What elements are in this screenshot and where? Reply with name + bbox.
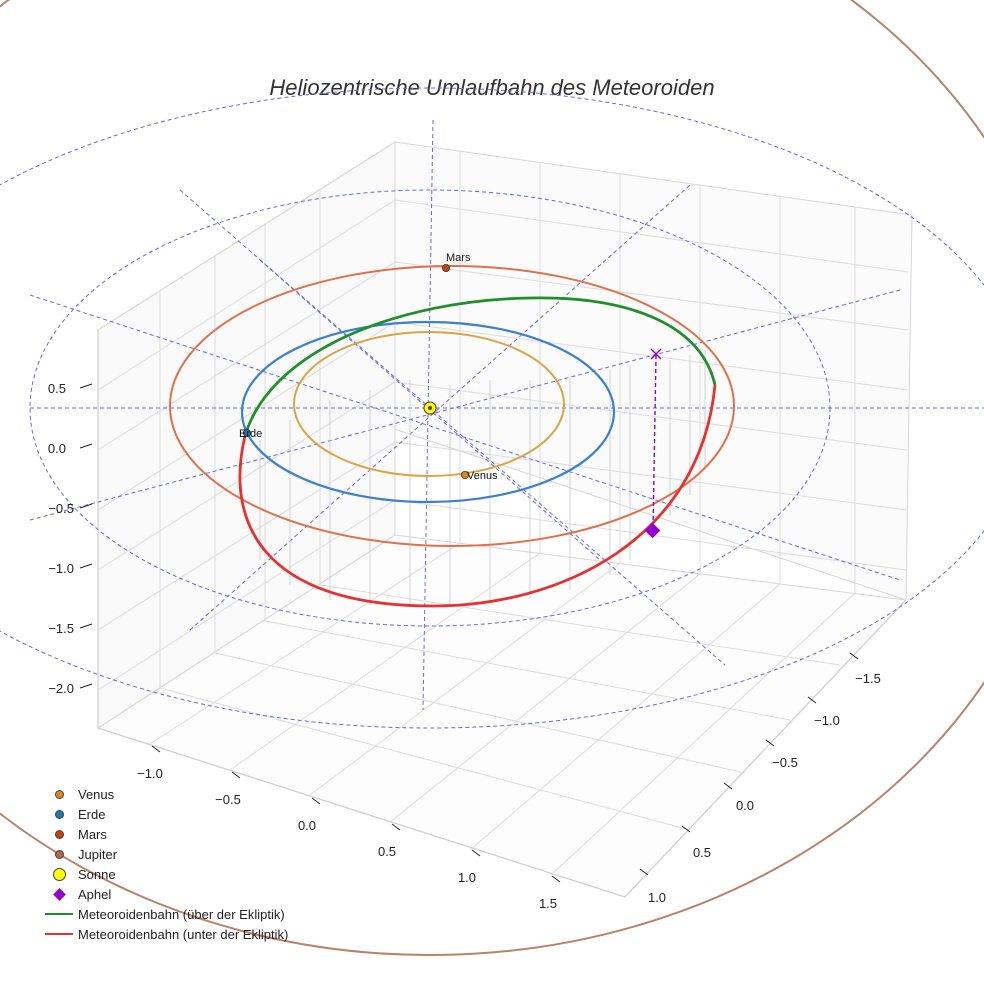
- legend-label: Meteoroidenbahn (über der Ekliptik): [78, 906, 285, 922]
- y-tick-label: 0.5: [693, 845, 711, 860]
- meteoroid-orbit-below: [238, 384, 717, 608]
- mars-marker: [441, 263, 450, 272]
- legend-label: Aphel: [78, 886, 112, 902]
- x-tick-label: 0.5: [378, 844, 396, 859]
- legend-label: Venus: [78, 786, 115, 802]
- y-tick-label: 0.0: [736, 798, 754, 813]
- mars-label: Mars: [446, 252, 471, 264]
- y-axis-labels: −1.5 −1.0 −0.5 0.0 0.5 1.0: [648, 671, 881, 905]
- z-axis-labels: 0.5 0.0 −0.5 −1.0 −1.5 −2.0: [48, 381, 74, 696]
- erde-label: Erde: [239, 428, 262, 440]
- legend-item-venus: Venus: [40, 784, 288, 804]
- legend-item-erde: Erde: [40, 804, 288, 824]
- sun-legend-dot: [52, 867, 66, 881]
- z-tick-label: −0.5: [48, 501, 74, 516]
- grid-lines: [97, 151, 909, 877]
- x-axis-ticks: [151, 745, 561, 883]
- z-tick-label: −1.0: [48, 561, 74, 576]
- orbit-below-legend-line: [45, 933, 73, 935]
- mars-legend-dot: [54, 829, 64, 839]
- chart-title: Heliozentrische Umlaufbahn des Meteoroid…: [269, 75, 714, 100]
- venus-orbit: [293, 331, 565, 477]
- legend-item-sonne: Sonne: [40, 864, 288, 884]
- legend-item-aphel: Aphel: [40, 884, 288, 904]
- aphel-projection-cross: [650, 348, 662, 360]
- orbit-above-legend-line: [45, 913, 73, 915]
- venus-label: Venus: [467, 470, 498, 482]
- legend-item-orbit-below: Meteoroidenbahn (unter der Ekliptik): [40, 924, 288, 944]
- erde-legend-dot: [54, 809, 64, 819]
- erde-marker: [242, 428, 251, 437]
- venus-legend-dot: [54, 789, 64, 799]
- aphel-marker: [644, 522, 661, 539]
- x-tick-label: 1.5: [539, 896, 557, 911]
- mars-orbit: [169, 265, 735, 547]
- legend-label: Sonne: [78, 866, 116, 882]
- x-tick-label: −0.5: [215, 792, 241, 807]
- y-tick-label: −1.0: [814, 713, 840, 728]
- jupiter-orbit: [0, 0, 984, 956]
- legend-label: Jupiter: [78, 846, 118, 862]
- x-tick-label: 1.0: [458, 870, 476, 885]
- y-tick-label: 1.0: [648, 890, 666, 905]
- y-axis-ticks: [639, 652, 859, 876]
- axis-box: [96, 141, 913, 898]
- sun-center: [428, 406, 432, 410]
- x-tick-label: 0.0: [298, 818, 316, 833]
- legend-label: Erde: [78, 806, 106, 822]
- legend-label: Mars: [78, 826, 107, 842]
- z-tick-label: 0.0: [48, 441, 66, 456]
- legend-item-orbit-above: Meteoroidenbahn (über der Ekliptik): [40, 904, 288, 924]
- x-axis-labels: −1.0 −0.5 0.0 0.5 1.0 1.5: [137, 766, 557, 911]
- erde-orbit: [240, 320, 616, 504]
- aphel-legend-diamond: [52, 887, 66, 901]
- x-tick-label: −1.0: [137, 766, 163, 781]
- z-tick-label: −2.0: [48, 681, 74, 696]
- y-tick-label: −1.5: [855, 671, 881, 686]
- aphel-drop-line: [652, 354, 657, 531]
- y-tick-label: −0.5: [772, 755, 798, 770]
- legend-item-jupiter: Jupiter: [40, 844, 288, 864]
- legend-label: Meteoroidenbahn (unter der Ekliptik): [78, 926, 289, 942]
- legend: Venus Erde Mars Jupiter Sonne Aphel Mete…: [40, 784, 288, 944]
- z-axis-ticks: [79, 383, 93, 689]
- meteoroid-orbit-above: [243, 296, 717, 437]
- z-tick-label: −1.5: [48, 621, 74, 636]
- legend-item-mars: Mars: [40, 824, 288, 844]
- z-tick-label: 0.5: [48, 381, 66, 396]
- jupiter-legend-dot: [54, 849, 64, 859]
- venus-marker: [460, 470, 469, 479]
